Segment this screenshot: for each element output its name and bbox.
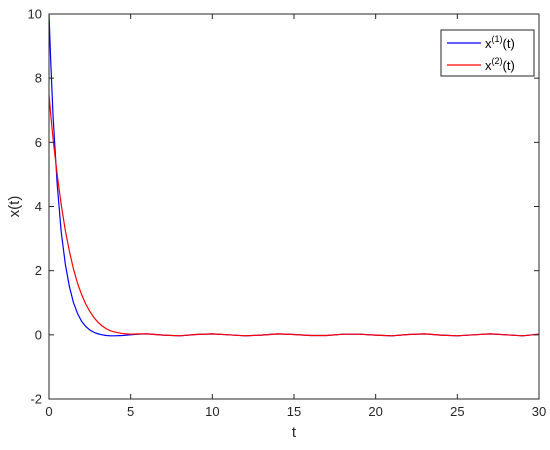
y-tick-label: 2 [35, 263, 42, 278]
x-tick-label: 20 [368, 404, 382, 419]
legend: x(1)(t)x(2)(t) [440, 29, 535, 77]
y-axis-label: x(t) [6, 196, 23, 218]
legend-label-tail: (t) [503, 58, 515, 73]
y-tick-label: 10 [28, 7, 42, 22]
x-axis-label: t [292, 424, 297, 441]
y-axis: -2 0 2 4 6 8 10 [28, 7, 539, 407]
legend-label-base: x [485, 36, 492, 51]
y-tick-label: 4 [35, 199, 42, 214]
series-line-2 [49, 94, 539, 337]
legend-label-sup: (1) [492, 34, 503, 44]
x-tick-label: 15 [287, 404, 301, 419]
x-axis: 0 5 10 15 20 25 30 [45, 14, 546, 419]
legend-label-1: x(1)(t) [485, 34, 515, 51]
x-tick-label: 30 [532, 404, 546, 419]
legend-items: x(1)(t)x(2)(t) [447, 34, 515, 73]
x-tick-label: 25 [450, 404, 464, 419]
y-tick-label: -2 [30, 392, 42, 407]
legend-label-2: x(2)(t) [485, 56, 515, 73]
y-tick-label: 8 [35, 71, 42, 86]
x-tick-label: 0 [45, 404, 52, 419]
legend-label-tail: (t) [503, 36, 515, 51]
y-tick-label: 6 [35, 135, 42, 150]
legend-label-base: x [485, 58, 492, 73]
series-layer [49, 14, 539, 337]
x-tick-label: 10 [205, 404, 219, 419]
plot-area [48, 13, 540, 400]
legend-box [440, 29, 535, 77]
x-tick-label: 5 [127, 404, 134, 419]
y-tick-label: 0 [35, 327, 42, 342]
legend-label-sup: (2) [492, 56, 503, 66]
